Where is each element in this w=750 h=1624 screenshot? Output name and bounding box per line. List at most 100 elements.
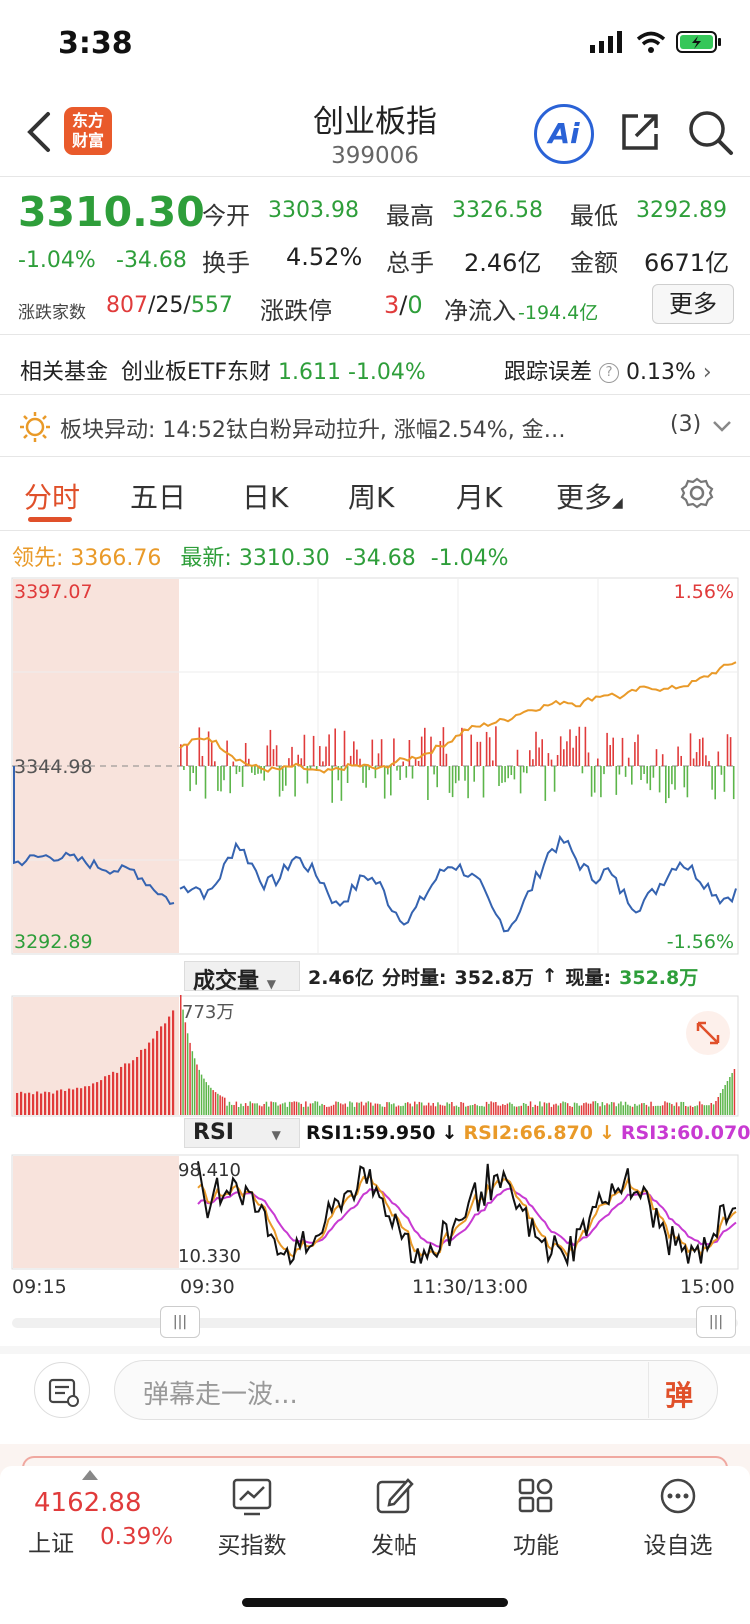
flow-bar — [668, 766, 670, 799]
flow-bar — [473, 766, 475, 782]
lead-line — [179, 661, 737, 774]
volume-bar — [465, 1106, 467, 1115]
flow-bar — [513, 766, 516, 780]
flow-bar — [501, 766, 503, 783]
volume-label: 总手 — [386, 249, 434, 277]
volume-bar — [314, 1101, 316, 1115]
flow-bar — [260, 766, 262, 774]
flow-bar — [559, 736, 562, 767]
volume-bar — [597, 1103, 599, 1115]
flow-bar — [349, 755, 352, 766]
flow-bar — [671, 766, 673, 785]
volume-bar — [298, 1102, 300, 1115]
back-icon[interactable] — [22, 110, 58, 154]
volume-bar — [430, 1105, 432, 1115]
volume-bar — [666, 1102, 668, 1115]
nav-add-watchlist[interactable]: 设自选 — [618, 1476, 738, 1560]
index-pct[interactable]: 0.39% — [100, 1524, 174, 1550]
volume-bar — [418, 1101, 421, 1115]
limit-down: 0 — [407, 291, 423, 319]
battery-icon — [676, 31, 721, 53]
ai-button[interactable]: Ai — [534, 104, 594, 164]
flow-bar — [390, 766, 392, 796]
chevron-down-icon[interactable] — [712, 420, 732, 434]
volume-bar — [235, 1101, 238, 1115]
flow-bar — [214, 761, 216, 767]
nav-post[interactable]: 发帖 — [334, 1476, 454, 1560]
latest-label: 最新: — [180, 546, 232, 571]
tab-more[interactable]: 更多◢ — [556, 476, 623, 516]
flow-bar — [606, 732, 608, 767]
volume-bar — [295, 1101, 298, 1115]
tab-intraday[interactable]: 分时 — [24, 481, 81, 514]
flow-bar — [649, 766, 652, 791]
help-icon[interactable]: ? — [599, 363, 620, 383]
volume-bar — [569, 1106, 571, 1115]
volume-bar — [263, 1104, 265, 1115]
flow-bar — [266, 745, 269, 767]
volume-peak-label: 773万 — [182, 1002, 234, 1023]
tab-weekly-k[interactable]: 周K — [348, 481, 395, 514]
indicator-selector[interactable]: RSI ▼ — [184, 1118, 300, 1148]
flow-bar — [658, 766, 661, 793]
flow-bar — [655, 749, 658, 766]
tab-five-day[interactable]: 五日 — [130, 481, 187, 514]
flow-bar — [328, 734, 330, 767]
volume-bar — [506, 1103, 509, 1115]
flow-bar — [618, 766, 621, 775]
comment-list-button[interactable] — [34, 1362, 90, 1418]
tab-daily-k[interactable]: 日K — [242, 481, 289, 514]
lead-label: 领先: — [12, 546, 64, 571]
flow-bar — [674, 766, 676, 790]
intraday-chart-area[interactable]: 3397.07 3344.98 3292.89 1.56% -1.56% 773… — [0, 560, 750, 1280]
index-value[interactable]: 4162.88 — [34, 1488, 142, 1518]
search-icon[interactable] — [686, 108, 734, 156]
tracking-error[interactable]: 跟踪误差 ? 0.13% › — [504, 354, 712, 386]
index-name[interactable]: 上证 — [28, 1531, 74, 1557]
volume-bar — [64, 1090, 67, 1115]
volume-bar — [193, 1058, 196, 1115]
flow-bar — [365, 766, 367, 788]
low-value: 3292.89 — [636, 198, 727, 223]
volume-bar — [124, 1063, 127, 1115]
volume-bar — [191, 1051, 194, 1115]
y-max-label: 3397.07 — [14, 581, 93, 603]
flow-bar — [507, 766, 509, 779]
more-button[interactable]: 更多 — [652, 284, 734, 324]
rsi-min-label: 10.330 — [178, 1246, 241, 1267]
notice-row[interactable]: 板块异动: 14:52钛白粉异动拉升, 涨幅2.54%, 金… — [60, 412, 566, 444]
related-fund-row[interactable]: 相关基金 创业板ETF东财 1.611 -1.04% — [20, 354, 426, 386]
fund-pct: -1.04% — [348, 360, 426, 385]
volume-bar — [393, 1103, 395, 1115]
volume-bar — [492, 1102, 495, 1115]
settings-icon[interactable] — [680, 476, 714, 510]
flow-bar — [587, 752, 590, 766]
volume-bar — [279, 1104, 282, 1115]
send-danmaku-button[interactable]: 弹 — [648, 1362, 718, 1418]
flow-bar — [603, 766, 605, 775]
volume-bar — [590, 1103, 592, 1115]
comment-input[interactable]: 弹幕走一波... — [114, 1360, 718, 1420]
volume-bar — [446, 1102, 448, 1115]
flow-bar — [646, 766, 648, 784]
volume-bar — [217, 1093, 219, 1115]
volume-bar — [654, 1105, 657, 1115]
range-handle-right[interactable]: ||| — [696, 1306, 736, 1338]
volume-bar — [305, 1101, 307, 1115]
nav-functions[interactable]: 功能 — [476, 1476, 596, 1560]
tab-monthly-k[interactable]: 月K — [456, 481, 503, 514]
flow-bar — [711, 766, 713, 790]
flow-bar — [186, 745, 188, 766]
range-handle-left[interactable]: ||| — [160, 1306, 200, 1338]
fund-label: 相关基金 — [20, 360, 109, 385]
nav-buy-index[interactable]: 买指数 — [192, 1476, 312, 1560]
flow-bar — [232, 761, 235, 767]
volume-bar — [152, 1038, 155, 1115]
range-slider-track[interactable] — [12, 1318, 738, 1328]
volume-bar — [140, 1049, 143, 1115]
share-icon[interactable] — [618, 110, 662, 154]
volume-bar — [638, 1104, 641, 1115]
volume-selector[interactable]: 成交量 ▼ — [184, 961, 300, 994]
flow-bar — [590, 766, 593, 797]
flow-bar — [315, 766, 318, 771]
